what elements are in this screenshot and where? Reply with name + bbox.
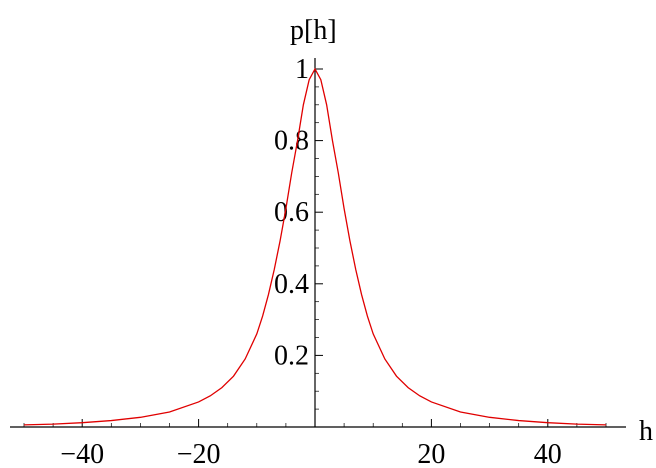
axes (10, 58, 626, 428)
y-tick-label: 0.4 (274, 269, 309, 300)
y-tick-label: 1 (295, 54, 309, 85)
y-axis-label: p[h] (290, 15, 337, 46)
y-tick-label: 0.6 (274, 197, 309, 228)
tick-labels: −40 −20 20 40 0.2 0.4 0.6 0.8 1 (60, 54, 561, 468)
x-axis-label: h (639, 416, 653, 447)
x-tick-label: 20 (417, 439, 445, 468)
y-tick-label: 0.8 (274, 126, 309, 157)
series-curve (23, 67, 607, 426)
x-tick-label: −40 (60, 439, 104, 468)
ticks (23, 68, 607, 427)
x-tick-label: −20 (177, 439, 221, 468)
y-tick-label: 0.2 (274, 340, 309, 371)
x-tick-label: 40 (534, 439, 562, 468)
